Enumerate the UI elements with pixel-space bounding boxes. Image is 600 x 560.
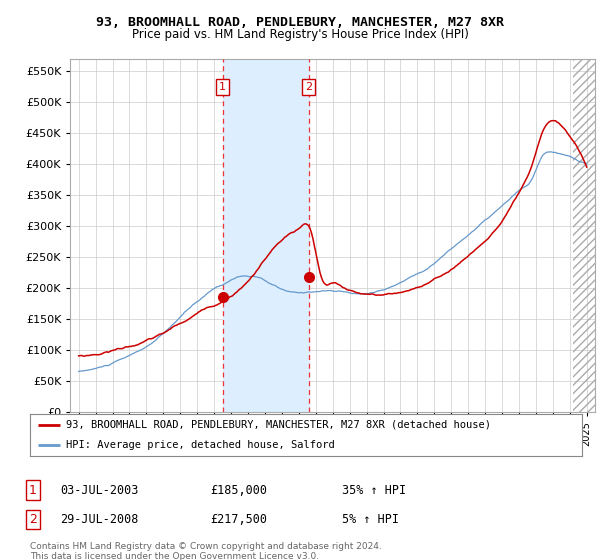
- Text: Price paid vs. HM Land Registry's House Price Index (HPI): Price paid vs. HM Land Registry's House …: [131, 28, 469, 41]
- Text: 03-JUL-2003: 03-JUL-2003: [60, 483, 139, 497]
- Text: 93, BROOMHALL ROAD, PENDLEBURY, MANCHESTER, M27 8XR: 93, BROOMHALL ROAD, PENDLEBURY, MANCHEST…: [96, 16, 504, 29]
- Bar: [223, 59, 308, 412]
- Text: 93, BROOMHALL ROAD, PENDLEBURY, MANCHESTER, M27 8XR (detached house): 93, BROOMHALL ROAD, PENDLEBURY, MANCHEST…: [66, 420, 491, 430]
- Text: £217,500: £217,500: [210, 513, 267, 526]
- Text: £185,000: £185,000: [210, 483, 267, 497]
- Text: Contains HM Land Registry data © Crown copyright and database right 2024.
This d: Contains HM Land Registry data © Crown c…: [30, 542, 382, 560]
- Text: 35% ↑ HPI: 35% ↑ HPI: [342, 483, 406, 497]
- Text: 1: 1: [219, 82, 226, 92]
- Text: 5% ↑ HPI: 5% ↑ HPI: [342, 513, 399, 526]
- Bar: [573, 59, 595, 412]
- Text: 2: 2: [29, 513, 37, 526]
- Text: 29-JUL-2008: 29-JUL-2008: [60, 513, 139, 526]
- Text: HPI: Average price, detached house, Salford: HPI: Average price, detached house, Salf…: [66, 440, 335, 450]
- Text: 1: 1: [29, 483, 37, 497]
- Text: 2: 2: [305, 82, 312, 92]
